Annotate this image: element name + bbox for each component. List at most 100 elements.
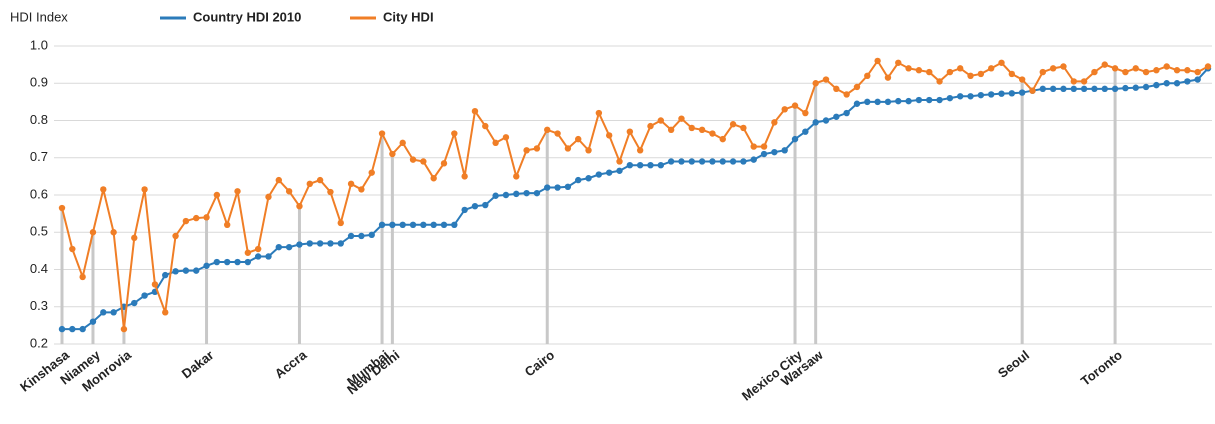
data-point — [296, 202, 303, 210]
data-point — [1080, 85, 1088, 93]
data-point — [513, 190, 520, 198]
data-point — [193, 267, 200, 274]
data-point — [729, 158, 737, 165]
data-point — [1018, 76, 1026, 83]
data-point — [420, 158, 427, 165]
data-point — [254, 253, 262, 260]
data-point — [389, 150, 396, 158]
data-point — [1039, 85, 1047, 93]
y-tick-label: 1.0 — [30, 37, 48, 52]
data-point — [998, 90, 1005, 97]
data-point — [440, 160, 448, 167]
data-point — [802, 109, 809, 117]
data-point — [1049, 65, 1057, 72]
data-point — [492, 139, 499, 147]
data-point — [936, 78, 943, 85]
data-point — [513, 173, 520, 180]
data-point — [957, 65, 964, 72]
y-tick-label: 0.3 — [30, 298, 48, 313]
x-tick-label: Dakar — [179, 347, 217, 381]
data-point — [327, 188, 334, 196]
data-point — [234, 188, 241, 195]
data-point — [244, 258, 252, 266]
data-point — [110, 229, 117, 236]
data-point — [430, 175, 437, 182]
data-point — [926, 96, 933, 104]
data-point — [203, 214, 210, 221]
data-point — [89, 318, 97, 325]
data-point — [69, 245, 76, 253]
data-point — [502, 134, 510, 141]
data-point — [1142, 83, 1150, 91]
x-tick-label: Cairo — [522, 347, 557, 379]
data-point — [781, 106, 788, 113]
data-point — [1163, 63, 1170, 70]
data-point — [760, 143, 768, 150]
y-tick-label: 0.6 — [30, 186, 48, 201]
data-point — [987, 65, 995, 72]
data-point — [1132, 84, 1139, 91]
data-point — [399, 139, 406, 147]
data-point — [998, 59, 1005, 66]
data-point — [296, 241, 303, 248]
data-point — [285, 188, 293, 195]
data-point — [719, 135, 726, 143]
data-point — [564, 183, 572, 191]
data-point — [1122, 68, 1129, 76]
data-point — [667, 126, 675, 134]
data-point — [1101, 85, 1108, 93]
data-point — [327, 240, 334, 247]
data-point — [471, 202, 479, 210]
data-point — [874, 57, 881, 65]
data-point — [203, 262, 210, 269]
series-line — [62, 67, 1209, 331]
data-point — [1184, 78, 1191, 85]
data-point — [987, 91, 995, 98]
y-tick-label: 0.2 — [30, 335, 48, 350]
data-point — [698, 158, 706, 165]
data-point — [1070, 85, 1077, 93]
data-point — [244, 249, 252, 256]
data-point — [729, 121, 737, 128]
data-point — [492, 192, 499, 199]
data-point — [234, 258, 241, 266]
data-point — [812, 119, 819, 126]
data-point — [461, 173, 468, 180]
data-point — [306, 240, 313, 247]
data-point — [678, 115, 685, 122]
data-point — [79, 273, 86, 281]
data-point — [131, 299, 138, 307]
data-point — [100, 309, 107, 316]
data-point — [151, 281, 159, 288]
data-point — [915, 67, 923, 74]
data-point — [1111, 65, 1119, 72]
data-point — [451, 221, 458, 228]
data-point — [502, 191, 510, 199]
data-point — [605, 169, 613, 176]
data-point — [482, 122, 489, 130]
x-tick-label: Toronto — [1078, 347, 1125, 388]
data-point — [316, 176, 324, 184]
data-point — [874, 98, 881, 106]
data-point — [1008, 90, 1016, 97]
data-point — [554, 130, 561, 137]
data-point — [1204, 63, 1212, 70]
data-point — [533, 189, 541, 197]
data-point — [223, 221, 231, 228]
data-point — [368, 231, 375, 239]
data-point — [760, 150, 768, 158]
data-point — [347, 180, 355, 188]
data-point — [977, 91, 985, 99]
data-point — [544, 184, 551, 191]
data-point — [657, 162, 665, 169]
data-point — [378, 221, 386, 228]
data-point — [1049, 85, 1057, 93]
data-point — [1008, 70, 1016, 78]
data-point — [946, 68, 954, 76]
data-point — [884, 74, 892, 81]
data-point — [554, 184, 561, 191]
data-point — [1163, 80, 1170, 87]
data-point — [822, 76, 830, 83]
data-point — [853, 83, 861, 91]
